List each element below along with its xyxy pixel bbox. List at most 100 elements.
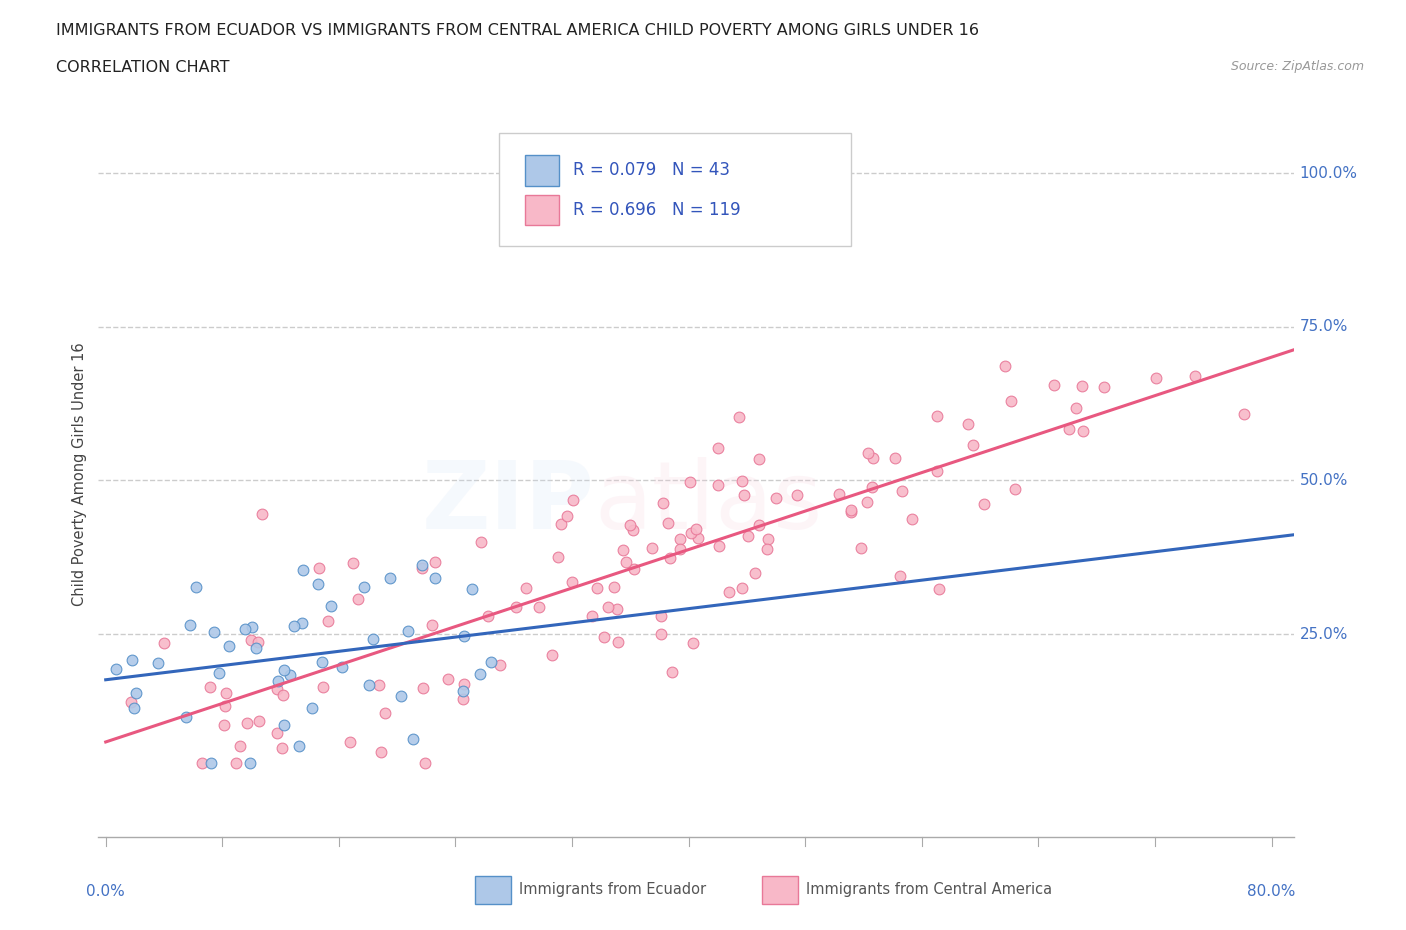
Point [718,584,741,599]
Text: CORRELATION CHART: CORRELATION CHART [56,60,229,75]
Text: R = 0.079   N = 43: R = 0.079 N = 43 [572,162,730,179]
Point [225,756,247,771]
Point [650,609,672,624]
Point [245,641,267,656]
Point [453,629,475,644]
Point [247,714,270,729]
Point [593,630,616,644]
Point [453,684,475,698]
Point [1070,379,1092,393]
Point [515,580,537,595]
Point [191,756,214,771]
Point [374,705,396,720]
Point [707,538,730,553]
Point [330,659,353,674]
Point [214,698,236,713]
Point [239,756,262,771]
Point [839,502,862,517]
Point [288,738,311,753]
Text: atlas: atlas [595,458,823,550]
Point [1000,394,1022,409]
Point [278,668,301,683]
Point [1073,424,1095,439]
Text: 50.0%: 50.0% [1299,473,1348,488]
Point [425,571,447,586]
Point [153,636,176,651]
Point [270,741,292,756]
Point [925,408,948,423]
Point [461,581,484,596]
Text: Source: ZipAtlas.com: Source: ZipAtlas.com [1230,60,1364,73]
Point [233,621,256,636]
Point [412,680,434,695]
Point [650,627,672,642]
Point [347,591,370,606]
Point [212,717,235,732]
Point [860,479,883,494]
Point [659,551,682,565]
Point [883,450,905,465]
Text: 100.0%: 100.0% [1299,166,1358,180]
Point [586,580,609,595]
Point [239,633,262,648]
Point [550,517,572,532]
Point [146,656,169,671]
Point [561,493,583,508]
Point [652,496,675,511]
Point [353,579,375,594]
Bar [475,876,510,904]
Point [489,658,512,672]
Point [733,487,755,502]
Point [682,635,704,650]
Point [756,532,779,547]
Point [179,618,201,632]
Point [596,600,619,615]
Point [266,682,288,697]
Point [273,718,295,733]
Point [612,543,634,558]
Point [214,685,236,700]
Point [339,735,361,750]
Point [889,568,911,583]
Point [669,532,692,547]
Point [202,624,225,639]
Point [581,609,603,624]
Point [851,541,873,556]
Point [470,535,492,550]
Point [1092,379,1115,394]
Point [370,745,392,760]
Point [319,598,342,613]
Point [247,635,270,650]
Point [250,507,273,522]
Text: Immigrants from Ecuador: Immigrants from Ecuador [519,883,706,897]
Point [451,691,474,706]
Point [1233,406,1256,421]
Point [229,738,252,753]
Point [661,664,683,679]
Point [1043,378,1066,392]
Point [200,756,222,771]
Point [121,653,143,668]
Point [401,732,423,747]
Point [267,674,290,689]
Point [679,475,702,490]
Point [957,417,980,432]
Point [619,518,641,533]
Point [368,677,391,692]
Point [686,530,709,545]
Point [308,561,330,576]
Text: 80.0%: 80.0% [1247,884,1296,899]
Point [862,450,884,465]
Point [669,541,692,556]
Point [120,695,142,710]
Point [679,525,702,540]
Point [657,515,679,530]
Point [342,556,364,571]
Point [423,554,446,569]
Point [122,700,145,715]
Bar [524,155,558,186]
Point [561,575,583,590]
Point [527,600,550,615]
Point [104,661,127,676]
Point [756,541,779,556]
